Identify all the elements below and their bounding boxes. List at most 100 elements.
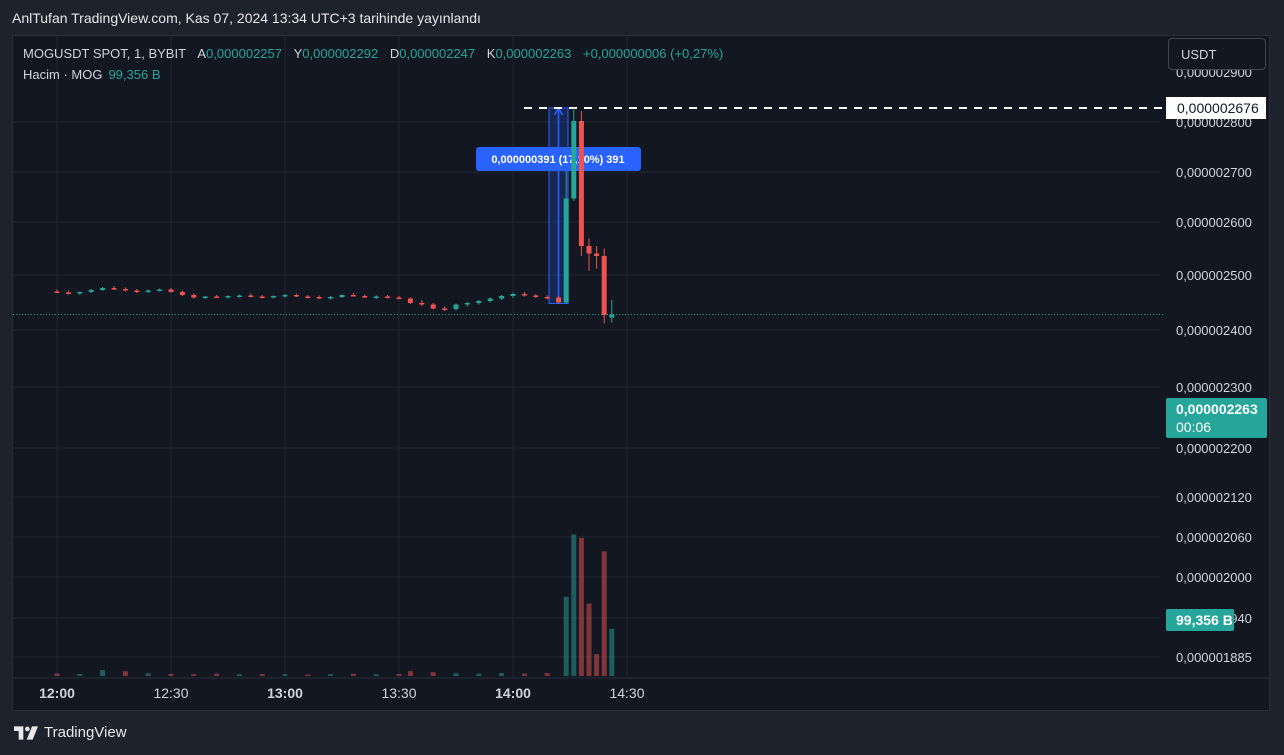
candle [282,294,288,298]
candle-body [544,297,550,299]
brand-label: TradingView [44,724,127,741]
volume-bar [544,673,550,676]
volume-bar [328,674,334,676]
time-tick-label: 12:30 [153,685,188,701]
candle [594,246,600,269]
candle [88,289,94,293]
candle [487,297,493,303]
candle-body [202,296,208,298]
volume-bar [282,674,288,676]
candle-body [328,297,334,299]
close-value: 0,000002263 [495,46,572,61]
candle [407,297,413,304]
candle-body [419,303,425,305]
tradingview-logo[interactable]: TradingView [14,724,127,741]
volume-bar [499,672,505,676]
candle [293,293,299,297]
candle [499,295,505,300]
candle [236,294,242,298]
candle [419,300,425,306]
volume-bar [350,673,356,676]
volume-bar [77,673,83,676]
volume-bar [54,673,60,676]
candle-body [157,289,163,291]
candle [191,293,197,299]
candle [373,295,379,299]
candle [225,295,231,299]
close-label: K [486,46,496,61]
volume-tick-label: 0,000002060 [1176,530,1252,545]
last-price-label: 0,000002263 [1176,401,1258,417]
candle-body [339,295,345,297]
open-label: A [197,46,207,61]
price-tick-label: 0,000002500 [1176,268,1252,283]
candle [586,238,592,271]
candle-body [407,298,413,303]
symbol-label[interactable]: MOGUSDT SPOT, 1, BYBIT [23,46,186,61]
price-tick-label: 0,000002600 [1176,215,1252,230]
candle [100,287,106,291]
open-value: 0,000002257 [206,46,282,61]
publication-title: AnlTufan TradingView.com, Kas 07, 2024 1… [12,10,481,26]
chart-frame[interactable] [12,35,1270,711]
time-tick-label: 12:00 [39,685,75,701]
candle [578,111,584,256]
low-label: D [389,46,400,61]
candle-body [54,291,60,293]
volume-bar [100,670,106,676]
volume-bar [145,673,151,676]
tradingview-logo-icon [14,725,38,740]
high-value: 0,000002292 [302,46,379,61]
candle [544,295,550,299]
volume-bar [571,534,577,676]
volume-bar [601,551,607,676]
candle-body [594,253,600,256]
volume-tick-label: 0,000002120 [1176,490,1252,505]
high-price-label: 0,000002676 [1177,100,1259,116]
candle [305,295,311,299]
candle-body [362,296,368,298]
candle-body [521,294,527,296]
volume-last-box [1166,609,1234,631]
last-price-box [1166,398,1267,438]
price-tick-label: 0,000002400 [1176,323,1252,338]
candle-body [316,297,322,299]
volume-bar [407,671,413,676]
candle [111,286,117,290]
currency-button[interactable]: USDT [1168,38,1266,70]
candle [328,296,334,300]
candle-body [533,295,539,297]
volume-bar [578,537,584,676]
candle [65,290,71,295]
candle-body [236,295,242,297]
high-price-box [1166,97,1266,119]
candle [54,289,60,293]
candle-body [191,295,197,298]
candle-body [100,288,106,290]
candle [179,290,185,296]
candle [248,293,254,298]
price-tick-label: 0,000002300 [1176,380,1252,395]
candle [476,300,482,305]
candle [521,292,527,297]
candle [271,295,277,299]
candle-body [385,296,391,298]
candle [259,295,265,299]
candle-body [396,297,402,299]
candle-body [578,121,584,246]
volume-label[interactable]: Hacim · MOG [23,67,103,82]
volume-last-label: 99,356 B [1176,612,1233,628]
candle-body [601,256,607,315]
candle [316,295,322,299]
candle-body [430,304,436,309]
candle [350,293,356,297]
candle [145,289,151,293]
volume-value: 99,356 B [108,67,161,82]
candle-body [563,198,569,303]
volume-bar [168,673,174,676]
candle [453,303,459,311]
candle [396,296,402,300]
time-tick-label: 13:00 [267,685,303,701]
measure-label-box [476,147,641,171]
